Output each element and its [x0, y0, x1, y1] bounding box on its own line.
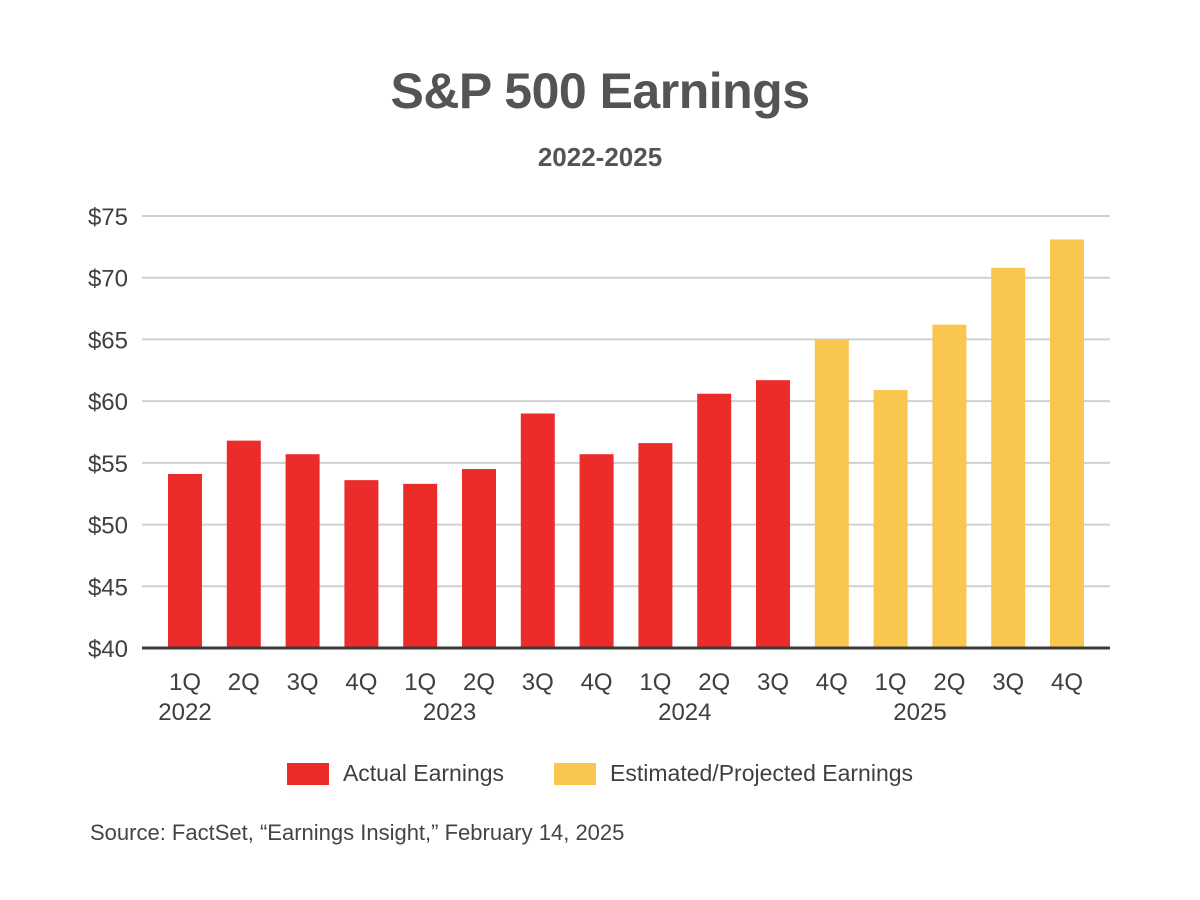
bar-actual	[697, 393, 732, 648]
legend-label-actual: Actual Earnings	[342, 760, 505, 786]
y-tick-label: $50	[88, 513, 128, 540]
x-tick-label: 1Q	[639, 669, 671, 696]
x-tick-label: 2Q	[933, 669, 965, 696]
x-year-label: 2022	[158, 699, 211, 726]
bar-actual	[285, 454, 320, 648]
x-tick-label: 1Q	[169, 669, 201, 696]
y-tick-label: $65	[88, 327, 128, 354]
x-tick-label: 2Q	[228, 669, 260, 696]
bar-estimated	[814, 339, 849, 648]
bar-actual	[226, 440, 261, 648]
legend-item-actual: Actual Earnings	[286, 760, 505, 787]
x-tick-label: 4Q	[581, 669, 613, 696]
legend: Actual Earnings Estimated/Projected Earn…	[0, 760, 1200, 787]
legend-item-estimated: Estimated/Projected Earnings	[554, 760, 913, 787]
bar-actual	[756, 380, 790, 648]
x-tick-label: 3Q	[287, 669, 319, 696]
x-tick-label: 4Q	[1051, 669, 1083, 696]
chart-title: S&P 500 Earnings	[390, 63, 810, 119]
y-tick-label: $75	[88, 204, 128, 231]
chart-subtitle: 2022-2025	[537, 142, 663, 172]
bar-actual	[638, 443, 673, 648]
x-tick-label: 1Q	[404, 669, 436, 696]
bar-actual	[579, 454, 614, 648]
x-year-label: 2023	[423, 699, 476, 726]
bar-actual	[403, 483, 438, 648]
x-tick-label: 4Q	[345, 669, 377, 696]
x-tick-label: 2Q	[698, 669, 730, 696]
y-tick-label: $40	[88, 636, 128, 663]
legend-swatch-estimated	[554, 762, 597, 785]
legend-swatch-actual	[286, 762, 329, 785]
bar-actual	[168, 473, 202, 648]
y-tick-label: $60	[88, 389, 128, 416]
bar-estimated	[932, 324, 967, 648]
x-tick-label: 4Q	[816, 669, 848, 696]
bar-estimated	[873, 390, 908, 648]
x-tick-label: 3Q	[757, 669, 789, 696]
y-tick-label: $45	[88, 574, 128, 601]
x-year-label: 2025	[893, 699, 946, 726]
bar-actual	[462, 469, 496, 648]
x-tick-label: 2Q	[463, 669, 495, 696]
y-tick-label: $70	[88, 266, 128, 293]
legend-label-estimated: Estimated/Projected Earnings	[610, 760, 914, 786]
x-year-label: 2024	[658, 699, 711, 726]
bar-actual	[344, 480, 379, 648]
source-note: Source: FactSet, “Earnings Insight,” Feb…	[90, 820, 625, 845]
bar-actual	[520, 413, 555, 648]
x-tick-label: 3Q	[992, 669, 1024, 696]
x-tick-label: 1Q	[875, 669, 907, 696]
x-tick-label: 3Q	[522, 669, 554, 696]
bar-estimated	[991, 267, 1026, 648]
y-tick-label: $55	[88, 451, 128, 478]
bar-estimated	[1050, 239, 1084, 649]
